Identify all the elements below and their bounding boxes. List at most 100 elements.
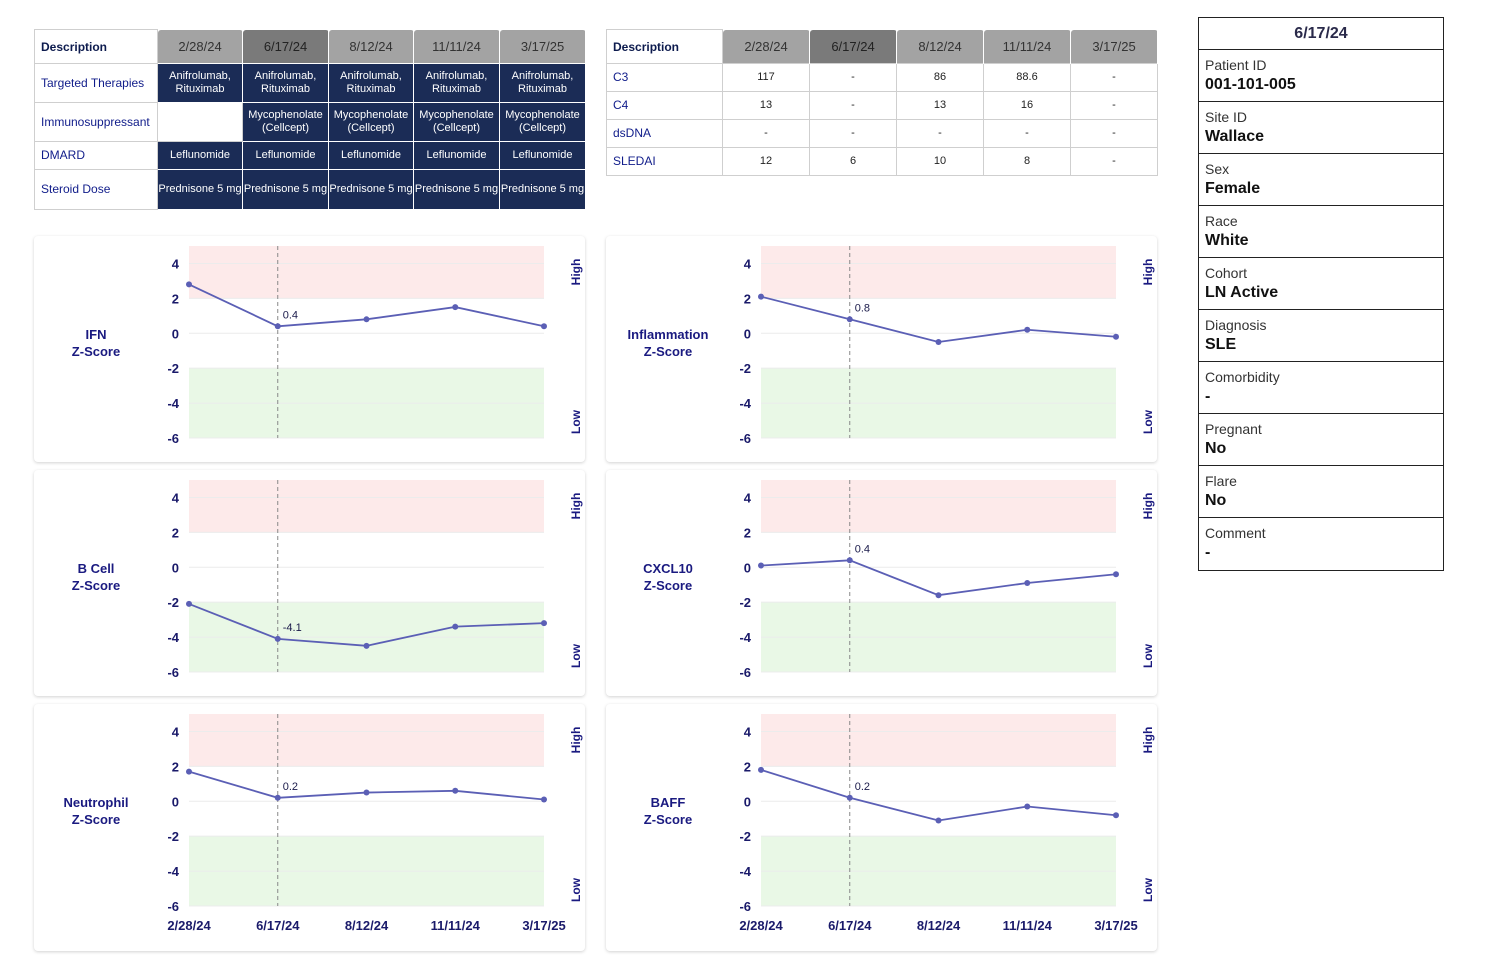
lab-description-header: Description [606,29,723,64]
table-cell: 10 [896,147,984,176]
treatment-description-header: Description [34,29,158,64]
chart-title: BAFF [651,795,686,810]
data-point [363,642,370,649]
baff-chart-card: 4 2 0 -2 -4 -6 BAFF Z-Score High Low 0.2 2/28/24 6/1… [606,704,1157,951]
y-tick-label: 0 [172,326,179,341]
chart-title: Z-Score [644,578,692,593]
table-row: Steroid Dose Prednisone 5 mg Prednisone … [34,169,586,210]
treatment-date-header[interactable]: 8/12/24 [328,29,414,64]
table-cell: Mycophenolate (Cellcept) [328,102,414,142]
data-point [186,281,192,288]
high-band-label: High [1141,493,1155,520]
table-cell: Prednisone 5 mg [242,169,329,210]
y-tick-label: 0 [172,794,179,809]
table-cell: 16 [983,91,1071,120]
y-tick-label: -6 [739,665,751,680]
field-value: Wallace [1205,128,1264,145]
chart-title: Z-Score [72,812,120,827]
field-value: 001-101-005 [1205,76,1296,93]
field-label: Comorbidity [1205,369,1280,385]
b-cell-chart: 4 2 0 -2 -4 -6 B Cell Z-Score High Low -4.1 [72,480,583,680]
lab-date-header[interactable]: 3/17/25 [1070,29,1158,64]
row-label: Steroid Dose [34,169,158,210]
table-cell: Mycophenolate (Cellcept) [413,102,500,142]
low-band-label: Low [1141,643,1155,668]
x-tick-label: 3/17/25 [1094,918,1137,933]
table-row: Immunosuppressant Mycophenolate (Cellcep… [34,102,586,142]
lab-date-header[interactable]: 11/11/24 [983,29,1071,64]
field-value: Female [1205,180,1261,197]
treatment-date-header[interactable]: 3/17/25 [499,29,586,64]
table-cell: - [722,119,810,148]
lab-date-header-selected[interactable]: 6/17/24 [809,29,897,64]
table-cell: 13 [896,91,984,120]
table-cell: Anifrolumab, Rituximab [413,63,500,103]
row-label: C4 [606,91,723,120]
lab-table-header: Description 2/28/24 6/17/24 8/12/24 11/1… [606,29,1158,64]
low-band-label: Low [569,409,583,434]
y-tick-label: -6 [739,431,751,446]
table-row: C4 13 - 13 16 - [606,91,1158,120]
data-point [274,323,281,330]
field-label: Race [1205,213,1238,229]
y-tick-label: -4 [167,630,179,645]
y-tick-label: 4 [744,490,752,505]
treatment-date-header[interactable]: 2/28/24 [157,29,243,64]
row-label: C3 [606,63,723,92]
data-point [541,323,547,330]
data-point [846,794,853,801]
y-tick-label: 0 [744,560,751,575]
table-row: C3 117 - 86 88.6 - [606,63,1158,92]
data-label: 0.4 [283,309,298,321]
y-tick-label: 4 [744,724,752,739]
table-cell: Leflunomide [499,141,586,170]
table-cell: - [896,119,984,148]
data-point [1024,803,1031,810]
data-point [541,796,547,803]
diagnosis-field: Diagnosis SLE [1199,310,1443,362]
data-point [758,562,764,569]
x-tick-label: 11/11/24 [431,918,481,933]
table-cell [157,102,243,142]
data-point [186,768,192,775]
data-point [186,600,192,607]
treatment-date-header-selected[interactable]: 6/17/24 [242,29,329,64]
y-tick-label: 2 [744,759,751,774]
high-band-label: High [569,493,583,520]
table-cell: Anifrolumab, Rituximab [157,63,243,103]
chart-title: B Cell [78,561,115,576]
field-value: White [1205,232,1249,249]
data-point [541,620,547,627]
table-cell: - [809,91,897,120]
lab-date-header[interactable]: 8/12/24 [896,29,984,64]
table-cell: - [1070,147,1158,176]
table-cell: 12 [722,147,810,176]
high-band-label: High [569,259,583,286]
chart-title: IFN [86,327,107,342]
table-cell: Leflunomide [242,141,329,170]
row-label: Targeted Therapies [34,63,158,103]
cohort-field: Cohort LN Active [1199,258,1443,310]
field-value: SLE [1205,336,1237,353]
table-cell: Mycophenolate (Cellcept) [499,102,586,142]
table-row: SLEDAI 12 6 10 8 - [606,147,1158,176]
y-tick-label: -6 [167,665,179,680]
low-band-label: Low [569,877,583,902]
data-point [1113,812,1119,819]
table-cell: 13 [722,91,810,120]
y-tick-label: 2 [744,525,751,540]
treatment-date-header[interactable]: 11/11/24 [413,29,500,64]
ifn-chart: 4 2 0 -2 -4 -6 IFN Z-Score High Low 0.4 [72,246,583,446]
high-range-band [761,480,1116,533]
y-tick-label: 4 [172,724,180,739]
lab-date-header[interactable]: 2/28/24 [722,29,810,64]
high-range-band [761,246,1116,299]
treatment-table: Description 2/28/24 6/17/24 8/12/24 11/1… [34,29,586,210]
y-tick-label: 4 [172,256,180,271]
y-tick-label: 2 [172,759,179,774]
chart-title: Neutrophil [64,795,129,810]
x-tick-label: 8/12/24 [345,918,389,933]
x-tick-label: 6/17/24 [256,918,300,933]
data-label: -4.1 [283,622,302,634]
x-tick-label: 6/17/24 [828,918,872,933]
